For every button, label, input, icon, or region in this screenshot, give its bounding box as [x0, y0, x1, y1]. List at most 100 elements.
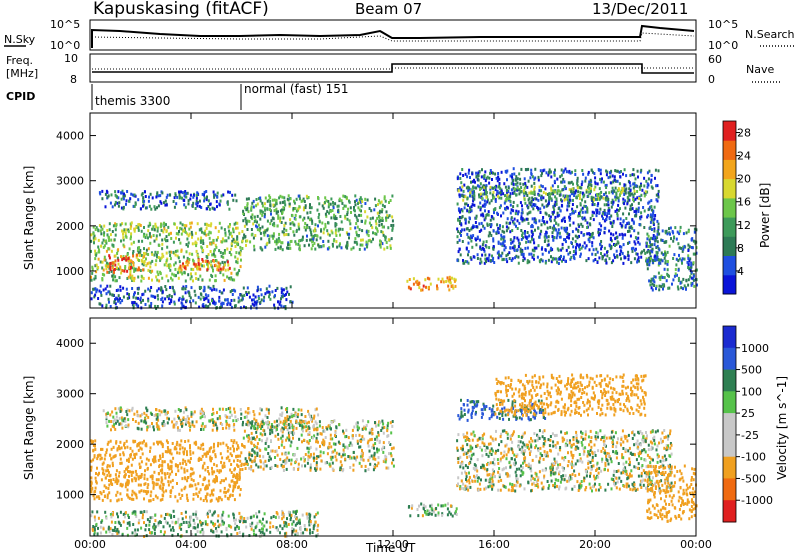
power-cell [173, 273, 176, 277]
power-cell [690, 237, 693, 241]
velocity-cell [251, 424, 254, 428]
velocity-cell [131, 489, 134, 493]
power-cell [555, 221, 558, 225]
colorbar-tick-label: 16 [737, 196, 751, 209]
power-cell [215, 245, 218, 249]
power-cell [488, 201, 491, 205]
power-cell [597, 228, 600, 232]
velocity-cell [197, 446, 200, 450]
velocity-cell [236, 418, 239, 421]
power-cell [246, 204, 249, 207]
power-cell [526, 246, 529, 250]
power-cell [569, 223, 572, 227]
power-cell [186, 259, 189, 263]
power-cell [529, 240, 532, 244]
power-cell [515, 193, 518, 197]
power-cell [140, 229, 143, 233]
power-cell [500, 170, 503, 174]
velocity-cell [185, 418, 188, 422]
power-cell [289, 222, 292, 226]
velocity-cell [237, 485, 240, 489]
velocity-cell [174, 409, 177, 413]
power-cell [462, 261, 465, 265]
velocity-cell [218, 496, 220, 500]
power-cell [103, 231, 106, 235]
power-cell [194, 207, 197, 210]
power-cell [584, 205, 587, 208]
power-cell [201, 278, 204, 282]
power-cell [497, 256, 500, 260]
velocity-cell [281, 411, 284, 415]
power-cell [579, 191, 582, 194]
power-cell [634, 197, 637, 201]
velocity-cell [189, 449, 192, 453]
power-cell [557, 223, 560, 227]
power-cell [509, 211, 512, 215]
power-cell [469, 206, 471, 210]
power-cell [144, 252, 147, 256]
power-cell [646, 261, 649, 265]
power-cell [520, 229, 523, 232]
power-cell [283, 196, 286, 200]
power-cell [341, 201, 344, 205]
power-cell [607, 207, 610, 210]
power-cell [181, 196, 183, 200]
power-cell [123, 228, 126, 232]
power-cell [324, 196, 327, 200]
power-cell [265, 290, 268, 294]
power-cell [506, 252, 509, 256]
power-cell [288, 292, 290, 296]
power-cell [167, 297, 170, 301]
velocity-cell [154, 494, 157, 498]
velocity-cell [101, 498, 104, 502]
power-cell [183, 266, 186, 270]
velocity-cell [121, 484, 123, 488]
velocity-cell [259, 432, 262, 436]
power-cell [436, 287, 439, 291]
power-cell [277, 214, 280, 218]
power-cell [466, 197, 469, 201]
power-cell [385, 218, 388, 222]
power-cell [228, 276, 231, 280]
power-cell [156, 192, 159, 196]
power-cell [687, 249, 690, 252]
power-cell [543, 240, 546, 243]
power-cell [594, 181, 597, 185]
power-cell [504, 185, 507, 189]
power-cell [622, 243, 625, 247]
power-cell [168, 301, 171, 305]
velocity-cell [356, 428, 359, 432]
power-cell [242, 209, 245, 213]
power-cell [687, 283, 690, 287]
power-cell [256, 202, 259, 206]
power-cell [587, 170, 590, 174]
power-cell [207, 266, 209, 270]
power-cell [437, 277, 440, 281]
power-cell [234, 255, 237, 259]
power-cell [480, 248, 483, 251]
power-cell [204, 229, 207, 233]
power-cell [484, 185, 487, 189]
power-cell [506, 193, 509, 197]
velocity-cell [180, 466, 183, 470]
power-cell [366, 198, 369, 202]
velocity-cell [253, 417, 256, 421]
power-cell [560, 254, 562, 258]
power-cell [664, 259, 667, 263]
velocity-cell [179, 418, 182, 422]
power-cell [105, 241, 108, 245]
power-cell [608, 257, 611, 261]
power-cell [655, 193, 658, 197]
power-cell [548, 250, 550, 254]
power-cell [273, 221, 276, 225]
power-cell [534, 167, 537, 171]
power-cell [197, 277, 200, 281]
power-cell [567, 252, 570, 256]
power-cell [359, 243, 362, 247]
velocity-cell [234, 476, 237, 480]
velocity-cell [134, 439, 137, 443]
power-cell [648, 200, 651, 204]
power-cell [304, 222, 307, 225]
power-cell [609, 236, 612, 240]
power-cell [253, 220, 256, 223]
